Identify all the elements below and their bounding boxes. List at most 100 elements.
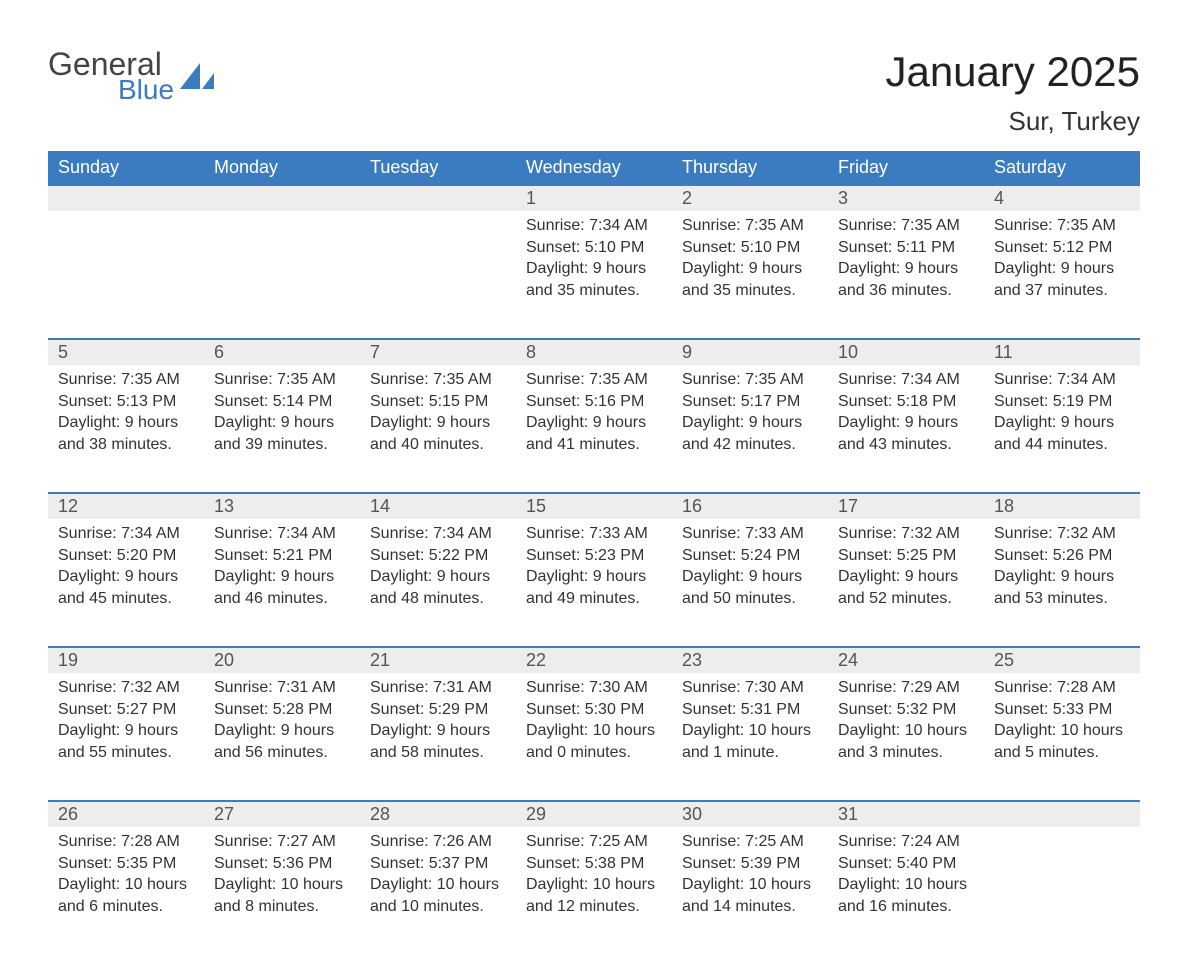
day-sunset: Sunset: 5:32 PM	[838, 699, 974, 721]
day-sunrise: Sunrise: 7:35 AM	[994, 215, 1130, 237]
day-number-cell: 6	[204, 339, 360, 365]
day-dl2: and 14 minutes.	[682, 896, 818, 918]
day-sunrise: Sunrise: 7:34 AM	[994, 369, 1130, 391]
day-dl1: Daylight: 10 hours	[838, 720, 974, 742]
day-content-cell: Sunrise: 7:25 AMSunset: 5:38 PMDaylight:…	[516, 827, 672, 955]
day-content-cell: Sunrise: 7:25 AMSunset: 5:39 PMDaylight:…	[672, 827, 828, 955]
day-dl1: Daylight: 9 hours	[682, 258, 818, 280]
day-sunset: Sunset: 5:27 PM	[58, 699, 194, 721]
day-content-cell: Sunrise: 7:28 AMSunset: 5:35 PMDaylight:…	[48, 827, 204, 955]
day-dl1: Daylight: 9 hours	[994, 566, 1130, 588]
day-sunrise: Sunrise: 7:35 AM	[214, 369, 350, 391]
day-sunset: Sunset: 5:30 PM	[526, 699, 662, 721]
day-dl1: Daylight: 9 hours	[994, 412, 1130, 434]
day-sunrise: Sunrise: 7:35 AM	[370, 369, 506, 391]
day-dl1: Daylight: 10 hours	[682, 720, 818, 742]
day-content-cell: Sunrise: 7:35 AMSunset: 5:12 PMDaylight:…	[984, 211, 1140, 339]
day-dl2: and 53 minutes.	[994, 588, 1130, 610]
content-row: Sunrise: 7:34 AMSunset: 5:20 PMDaylight:…	[48, 519, 1140, 647]
day-dl1: Daylight: 10 hours	[994, 720, 1130, 742]
day-number-cell: 14	[360, 493, 516, 519]
day-content-cell: Sunrise: 7:32 AMSunset: 5:27 PMDaylight:…	[48, 673, 204, 801]
day-dl2: and 44 minutes.	[994, 434, 1130, 456]
day-content-cell: Sunrise: 7:24 AMSunset: 5:40 PMDaylight:…	[828, 827, 984, 955]
day-sunrise: Sunrise: 7:30 AM	[526, 677, 662, 699]
day-content-cell: Sunrise: 7:34 AMSunset: 5:21 PMDaylight:…	[204, 519, 360, 647]
day-dl2: and 38 minutes.	[58, 434, 194, 456]
day-dl2: and 8 minutes.	[214, 896, 350, 918]
day-sunrise: Sunrise: 7:35 AM	[838, 215, 974, 237]
day-sunrise: Sunrise: 7:25 AM	[682, 831, 818, 853]
calendar-head: SundayMondayTuesdayWednesdayThursdayFrid…	[48, 151, 1140, 185]
day-sunset: Sunset: 5:26 PM	[994, 545, 1130, 567]
day-sunset: Sunset: 5:18 PM	[838, 391, 974, 413]
day-content-cell: Sunrise: 7:34 AMSunset: 5:19 PMDaylight:…	[984, 365, 1140, 493]
day-sunset: Sunset: 5:29 PM	[370, 699, 506, 721]
header: General Blue January 2025 Sur, Turkey	[48, 48, 1140, 137]
day-sunset: Sunset: 5:37 PM	[370, 853, 506, 875]
day-dl2: and 36 minutes.	[838, 280, 974, 302]
day-number-cell: 22	[516, 647, 672, 673]
daynum-row: 19202122232425	[48, 647, 1140, 673]
day-content-cell	[204, 211, 360, 339]
day-content-cell: Sunrise: 7:35 AMSunset: 5:11 PMDaylight:…	[828, 211, 984, 339]
day-number-cell: 8	[516, 339, 672, 365]
day-sunset: Sunset: 5:14 PM	[214, 391, 350, 413]
day-sunrise: Sunrise: 7:28 AM	[58, 831, 194, 853]
day-sunset: Sunset: 5:28 PM	[214, 699, 350, 721]
day-dl1: Daylight: 9 hours	[838, 258, 974, 280]
day-dl2: and 50 minutes.	[682, 588, 818, 610]
day-number-cell: 25	[984, 647, 1140, 673]
day-content-cell	[984, 827, 1140, 955]
day-content-cell: Sunrise: 7:30 AMSunset: 5:31 PMDaylight:…	[672, 673, 828, 801]
day-number-cell	[984, 801, 1140, 827]
logo-word-blue: Blue	[118, 76, 174, 104]
day-number-cell	[48, 185, 204, 211]
day-sunset: Sunset: 5:36 PM	[214, 853, 350, 875]
day-sunrise: Sunrise: 7:34 AM	[58, 523, 194, 545]
weekday-header: Saturday	[984, 151, 1140, 185]
content-row: Sunrise: 7:35 AMSunset: 5:13 PMDaylight:…	[48, 365, 1140, 493]
day-dl1: Daylight: 10 hours	[58, 874, 194, 896]
location: Sur, Turkey	[885, 106, 1140, 137]
day-number-cell: 7	[360, 339, 516, 365]
day-sunrise: Sunrise: 7:35 AM	[526, 369, 662, 391]
day-sunset: Sunset: 5:39 PM	[682, 853, 818, 875]
day-dl2: and 40 minutes.	[370, 434, 506, 456]
day-number-cell: 16	[672, 493, 828, 519]
day-sunrise: Sunrise: 7:35 AM	[58, 369, 194, 391]
daynum-row: 567891011	[48, 339, 1140, 365]
day-dl1: Daylight: 9 hours	[838, 412, 974, 434]
weekday-header: Thursday	[672, 151, 828, 185]
day-sunset: Sunset: 5:13 PM	[58, 391, 194, 413]
day-dl1: Daylight: 10 hours	[214, 874, 350, 896]
day-sunset: Sunset: 5:35 PM	[58, 853, 194, 875]
day-number-cell: 11	[984, 339, 1140, 365]
weekday-header: Wednesday	[516, 151, 672, 185]
weekday-header: Tuesday	[360, 151, 516, 185]
day-dl2: and 37 minutes.	[994, 280, 1130, 302]
day-sunrise: Sunrise: 7:34 AM	[526, 215, 662, 237]
day-sunrise: Sunrise: 7:33 AM	[682, 523, 818, 545]
day-content-cell: Sunrise: 7:35 AMSunset: 5:14 PMDaylight:…	[204, 365, 360, 493]
day-dl1: Daylight: 9 hours	[58, 720, 194, 742]
day-number-cell: 4	[984, 185, 1140, 211]
day-sunset: Sunset: 5:23 PM	[526, 545, 662, 567]
day-dl1: Daylight: 10 hours	[838, 874, 974, 896]
day-content-cell: Sunrise: 7:35 AMSunset: 5:15 PMDaylight:…	[360, 365, 516, 493]
day-dl1: Daylight: 9 hours	[526, 566, 662, 588]
day-content-cell: Sunrise: 7:34 AMSunset: 5:10 PMDaylight:…	[516, 211, 672, 339]
weekday-header: Sunday	[48, 151, 204, 185]
day-content-cell: Sunrise: 7:32 AMSunset: 5:25 PMDaylight:…	[828, 519, 984, 647]
day-content-cell: Sunrise: 7:35 AMSunset: 5:16 PMDaylight:…	[516, 365, 672, 493]
day-number-cell: 9	[672, 339, 828, 365]
day-dl2: and 39 minutes.	[214, 434, 350, 456]
day-number-cell: 20	[204, 647, 360, 673]
daynum-row: 12131415161718	[48, 493, 1140, 519]
day-dl1: Daylight: 9 hours	[370, 720, 506, 742]
day-dl2: and 48 minutes.	[370, 588, 506, 610]
day-content-cell: Sunrise: 7:33 AMSunset: 5:23 PMDaylight:…	[516, 519, 672, 647]
day-content-cell: Sunrise: 7:35 AMSunset: 5:10 PMDaylight:…	[672, 211, 828, 339]
daynum-row: 1234	[48, 185, 1140, 211]
day-dl1: Daylight: 9 hours	[214, 412, 350, 434]
